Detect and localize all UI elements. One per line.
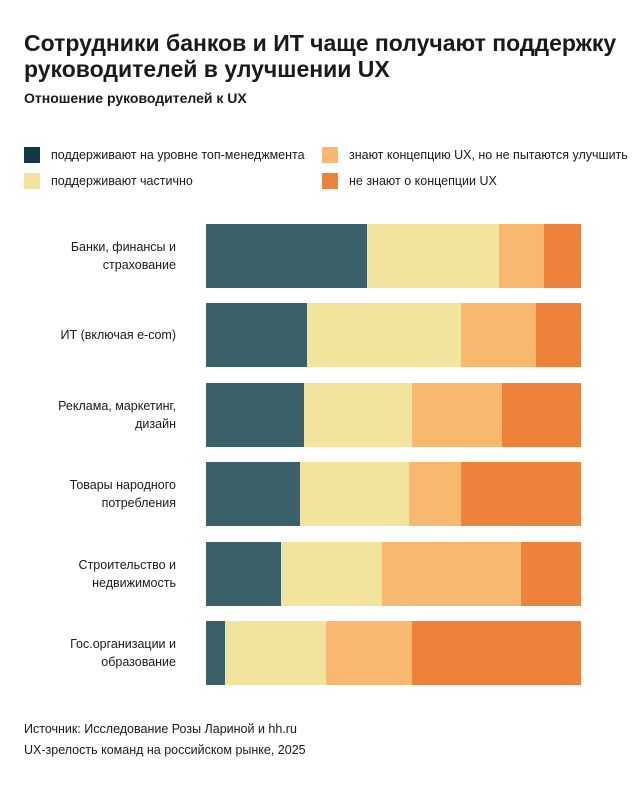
bar-segment — [461, 303, 536, 368]
chart-title: Сотрудники банков и ИТ чаще получают под… — [24, 30, 617, 82]
bar-segment — [299, 462, 409, 527]
bar-segment — [536, 303, 581, 368]
source-note: UX-зрелость команд на российском рынке, … — [24, 743, 306, 757]
bar-segment — [412, 382, 503, 447]
category-label: Товары народного потребления — [69, 478, 176, 511]
bar-segment — [326, 621, 413, 685]
category-label: Строительство и недвижимость — [78, 557, 176, 590]
legend-swatch — [24, 173, 40, 189]
bar-segment — [521, 541, 581, 606]
legend-label: знают концепцию UX, но не пытаются улучш… — [349, 148, 628, 162]
bar-segment — [206, 462, 300, 527]
legend-label: поддерживают частично — [51, 174, 193, 188]
bar-segment — [206, 541, 281, 606]
category-label: Реклама, маркетинг, дизайн — [58, 398, 176, 431]
bar-segment — [543, 224, 581, 288]
bar-segment — [206, 303, 308, 368]
bar-segment — [307, 303, 461, 368]
bar-segment — [303, 382, 413, 447]
bar-segment — [206, 621, 225, 685]
chart-subtitle: Отношение руководителей к UX — [24, 90, 247, 106]
bar-segment — [367, 224, 499, 288]
source: Источник: Исследование Розы Лариной и hh… — [24, 722, 297, 736]
bar-segment — [502, 382, 581, 447]
bar-segment — [408, 462, 461, 527]
bar-segment — [224, 621, 326, 685]
bar-segment — [281, 541, 383, 606]
legend-label: не знают о концепции UX — [349, 174, 497, 188]
bar-segment — [412, 621, 581, 685]
legend-swatch — [322, 173, 338, 189]
legend-swatch — [322, 147, 338, 163]
category-label: ИТ (включая e-com) — [60, 328, 177, 343]
bar-segment — [206, 224, 368, 288]
bar-segment — [498, 224, 544, 288]
bar-segment — [382, 541, 521, 606]
legend-label: поддерживают на уровне топ-менеджмента — [51, 148, 305, 162]
legend-swatch — [24, 147, 40, 163]
category-label: Банки, финансы и страхование — [70, 240, 176, 272]
bar-segment — [206, 382, 304, 447]
category-label: Гос.организации и образование — [70, 637, 176, 669]
bar-segment — [461, 462, 581, 527]
